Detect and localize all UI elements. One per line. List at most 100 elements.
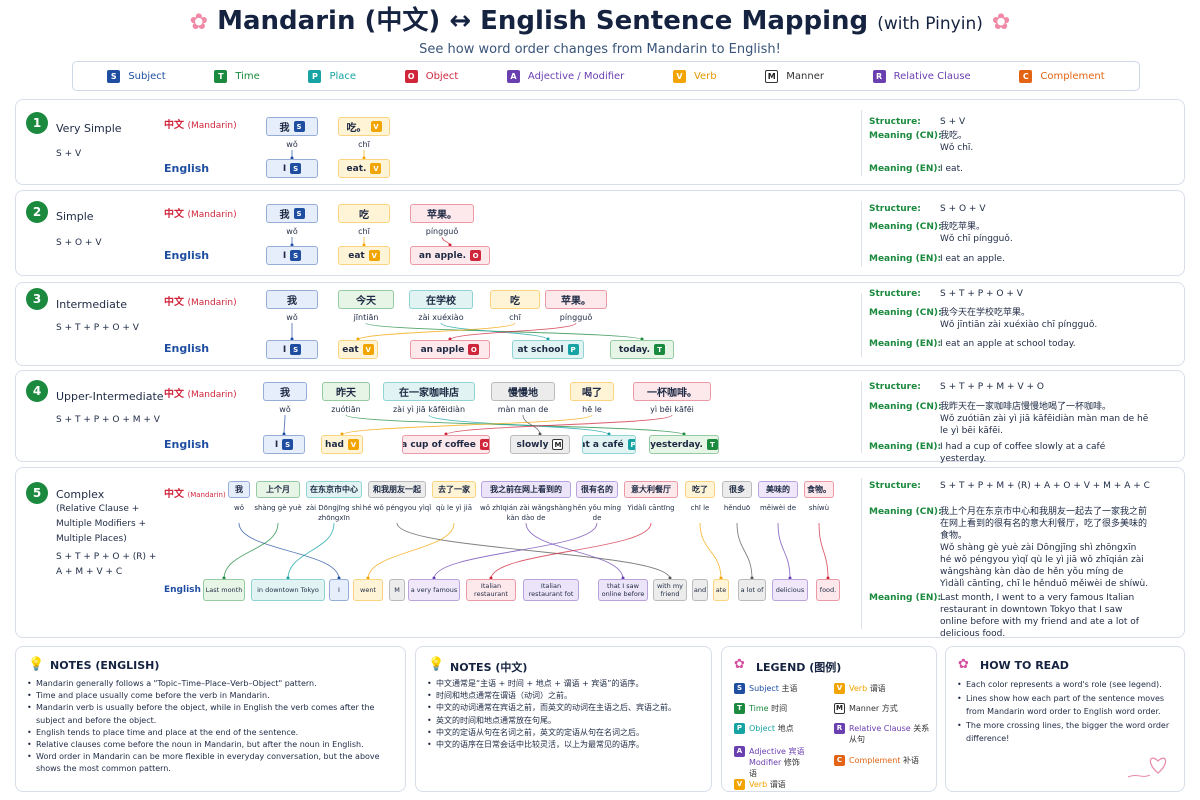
- mapping-line-end: [356, 337, 360, 341]
- page-subtitle: See how word order changes from Mandarin…: [419, 42, 781, 57]
- pinyin-text: wǒ: [286, 140, 298, 149]
- mapping-lines: [222, 522, 830, 580]
- mandarin-label-main: 中文: [164, 209, 184, 220]
- m-role-badge: M: [552, 439, 564, 450]
- structure-key: Structure:: [869, 382, 921, 392]
- mandarin-label: 中文 (Mandarin): [164, 385, 237, 400]
- english-word-text: Italian restaurant fot: [528, 582, 574, 598]
- legend-panel-item: R Relative Clause 关系从句: [834, 723, 934, 745]
- legend-panel-item-en: Verb: [749, 780, 768, 789]
- s-role-badge: S: [290, 344, 302, 355]
- mandarin-word-text: 在东京市中心: [310, 485, 358, 494]
- legend-panel-item-en: Relative Clause: [849, 724, 911, 733]
- mandarin-word-text: 我: [235, 485, 243, 494]
- mandarin-word-box: 喝了: [570, 382, 614, 401]
- mandarin-word-box: 很有名的: [576, 481, 618, 498]
- mandarin-word-box: 在东京市中心: [306, 481, 362, 498]
- meaning-en-value: I eat.: [940, 164, 963, 174]
- notes-english-list: Mandarin generally follows a "Topic–Time…: [27, 678, 396, 776]
- meaning-en-key: Meaning (EN):: [869, 164, 942, 174]
- mandarin-word-box: 吃: [490, 290, 540, 309]
- meaning-en-key: Meaning (EN):: [869, 593, 942, 603]
- mapping-line-end: [788, 576, 792, 580]
- notes-chinese-list: 中文通常是“主语 + 时间 + 地点 + 谓语 + 宾语”的语序。时间和地点通常…: [427, 678, 706, 751]
- legend-item-verb: V Verb: [672, 69, 717, 83]
- legend-item-place: P Place: [308, 69, 356, 83]
- mandarin-word-box: 吃。 V: [338, 117, 390, 136]
- mapping-line: [287, 522, 335, 580]
- meaning-cn-key: Meaning (CN):: [869, 308, 942, 318]
- english-word-text: delicious: [775, 586, 805, 594]
- english-word-box: a very famous: [408, 579, 460, 601]
- row-formula: S + O + V: [56, 238, 102, 248]
- title-small: (with Pinyin): [877, 14, 983, 34]
- mandarin-word-box: 我: [228, 481, 250, 498]
- mandarin-word-box: 慢慢地: [491, 382, 555, 401]
- legend-panel-item-en: Manner: [849, 704, 880, 713]
- notes-english-title: NOTES (ENGLISH): [50, 659, 160, 672]
- o-role-badge: O: [479, 439, 489, 450]
- legend-panel-item-cn: 谓语: [869, 684, 886, 693]
- legend-panel-item: S Subject 主语: [734, 683, 834, 694]
- note-item: 中文的动词通常在宾语之前，而英文的动词在主语之后、宾语之前。: [427, 702, 706, 714]
- how-to-read-panel: ✿ HOW TO READ Each color represents a wo…: [945, 646, 1185, 792]
- legend-panel-item-cn: 补语: [902, 756, 919, 765]
- english-word-box: an apple O: [410, 340, 490, 359]
- mandarin-word-box: 吃: [338, 204, 390, 223]
- row-card-3: 3 Intermediate S + T + P + O + V 中文 (Mandar…: [15, 282, 1185, 366]
- mapping-line: [440, 322, 549, 341]
- mapping-line-end: [362, 156, 366, 160]
- t-role-badge: T: [214, 69, 228, 83]
- legend-panel-item-cn: 主语: [781, 684, 798, 693]
- mapping-lines: [282, 414, 686, 436]
- p-role-badge: P: [734, 723, 745, 734]
- mapping-line-end: [282, 432, 286, 436]
- english-word-text: in downtown Tokyo: [257, 586, 319, 594]
- row-formula: S + T + P + O + (R) + A + M + V + C: [56, 552, 157, 577]
- english-word-text: I: [282, 250, 287, 261]
- r-role-badge: R: [872, 69, 886, 83]
- legend-panel-item-text: Adjective 宾语 Modifier 修饰语: [749, 746, 806, 779]
- s-role-badge: S: [293, 208, 305, 219]
- meaning-cn-value: 我吃苹果。 Wǒ chī píngguǒ.: [940, 221, 1150, 245]
- english-word-text: eat: [342, 344, 359, 355]
- mapping-line: [818, 522, 829, 580]
- legend-panel-item-cn: 方式: [881, 704, 898, 713]
- how-to-read-title: HOW TO READ: [980, 659, 1069, 672]
- notes-chinese-title: NOTES (中文): [450, 661, 528, 674]
- legend-panel-item-en: Complement: [849, 756, 901, 765]
- mandarin-word-box: 美味的: [758, 481, 798, 498]
- mandarin-word-text: 昨天: [336, 388, 356, 399]
- row-level-name: Very Simple: [56, 122, 122, 135]
- legend-item-label: Subject: [128, 70, 166, 82]
- mandarin-word-text: 吃了: [692, 485, 708, 494]
- legend-panel-item: P Object 地点: [734, 723, 834, 734]
- p-role-badge: P: [308, 69, 322, 83]
- meaning-en-value: I eat an apple at school today.: [940, 339, 1076, 349]
- pinyin-text: wǒ zhīqián zài wǎngshàng kàn dào de: [480, 504, 572, 522]
- s-role-badge: S: [107, 69, 121, 83]
- legend-panel-item-cn: 时间: [771, 704, 788, 713]
- english-word-text: an apple.: [418, 250, 467, 261]
- row-number: 3: [26, 288, 48, 310]
- pinyin-text: wǒ: [286, 227, 298, 236]
- legend-panel-item: M Manner 方式: [834, 703, 934, 714]
- mandarin-word-box: 今天: [338, 290, 394, 309]
- english-word-box: at school P: [512, 340, 584, 359]
- english-word-text: slowly: [516, 439, 549, 450]
- english-word-box: an apple. O: [410, 246, 490, 265]
- pinyin-text: zuótiān: [331, 405, 361, 414]
- english-word-text: a cup of coffee: [402, 439, 476, 450]
- mapping-lines: [290, 322, 644, 341]
- meaning-en-key: Meaning (EN):: [869, 339, 942, 349]
- mapping-line-end: [290, 156, 294, 160]
- mandarin-label-main: 中文: [164, 120, 184, 131]
- english-word-box: Italian restaurant: [466, 579, 516, 601]
- legend-item-label: Complement: [1040, 70, 1105, 82]
- english-word-text: had: [325, 439, 344, 450]
- legend-item-manner: M Manner: [765, 69, 824, 83]
- mandarin-word-text: 很有名的: [581, 485, 613, 494]
